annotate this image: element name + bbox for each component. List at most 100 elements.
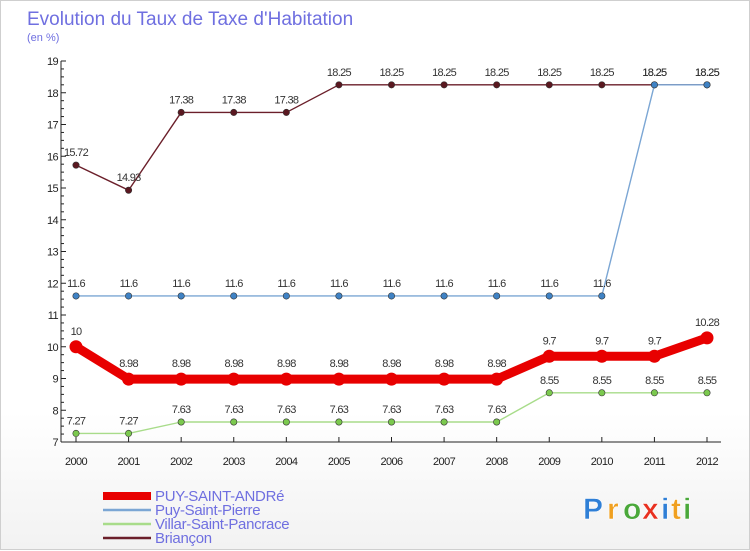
data-point xyxy=(282,418,290,426)
logo-letter: r xyxy=(607,493,620,526)
data-point xyxy=(387,418,395,426)
x-tick-label: 2009 xyxy=(538,456,561,468)
logo-letter: i xyxy=(661,493,670,526)
legend-label: PUY-SAINT-ANDRé xyxy=(155,488,284,505)
data-point xyxy=(493,418,501,426)
data-label: 10.28 xyxy=(695,317,720,329)
series-puy-saint-andre: 10 8.98 8.98 8.98 8.98 8.98 8.98 8.98 8.98 9.7 9.7… xyxy=(69,317,720,386)
data-point xyxy=(493,292,501,300)
data-label: 9.7 xyxy=(543,335,557,347)
data-point xyxy=(125,429,133,437)
data-point xyxy=(595,349,609,363)
chart-title: Evolution du Taux de Taxe d'Habitation xyxy=(27,9,353,30)
data-point xyxy=(69,340,83,354)
data-label: 8.98 xyxy=(172,358,191,370)
y-tick-label: 16 xyxy=(47,151,59,163)
y-tick-label: 17 xyxy=(47,120,59,132)
data-point xyxy=(282,292,290,300)
data-point xyxy=(125,292,133,300)
x-tick-label: 2008 xyxy=(486,456,509,468)
data-point xyxy=(122,372,136,386)
y-tick-label: 19 xyxy=(47,56,59,68)
data-point xyxy=(387,81,395,89)
data-label: 11.6 xyxy=(67,278,85,290)
data-point xyxy=(700,331,714,345)
data-point xyxy=(335,418,343,426)
x-tick-label: 2004 xyxy=(275,456,298,468)
y-tick-label: 7 xyxy=(52,437,58,449)
data-point xyxy=(282,108,290,116)
series-line xyxy=(75,84,708,297)
data-point xyxy=(72,161,80,169)
data-point xyxy=(545,81,553,89)
data-point xyxy=(227,372,241,386)
data-point xyxy=(440,292,448,300)
data-label: 8.98 xyxy=(277,358,296,370)
data-point xyxy=(72,292,80,300)
data-point xyxy=(335,81,343,89)
data-point xyxy=(279,372,293,386)
x-tick-label: 2002 xyxy=(170,456,193,468)
data-point xyxy=(650,389,658,397)
data-point xyxy=(545,389,553,397)
y-tick-label: 14 xyxy=(47,215,59,227)
y-tick-label: 18 xyxy=(47,88,59,100)
data-label: 7.63 xyxy=(330,404,349,416)
legend-label: Puy-Saint-Pierre xyxy=(155,502,260,519)
data-label: 18.25 xyxy=(695,67,720,79)
data-label: 7.63 xyxy=(487,404,506,416)
data-label: 14.93 xyxy=(117,172,142,184)
data-label: 8.98 xyxy=(487,358,506,370)
y-tick-label: 11 xyxy=(48,310,59,322)
data-point xyxy=(703,81,711,89)
data-label: 8.55 xyxy=(645,375,664,387)
data-label: 10 xyxy=(71,326,82,338)
data-label: 9.7 xyxy=(648,335,662,347)
data-point xyxy=(650,81,658,89)
data-label: 11.6 xyxy=(172,278,190,290)
data-label: 11.6 xyxy=(277,278,295,290)
legend-label: Briançon xyxy=(155,530,212,547)
data-label: 15.72 xyxy=(64,147,89,159)
x-tick-label: 2005 xyxy=(328,456,351,468)
data-point xyxy=(598,81,606,89)
data-label: 18.25 xyxy=(695,67,720,79)
data-label: 7.63 xyxy=(382,404,401,416)
data-point xyxy=(332,372,346,386)
x-tick-label: 2011 xyxy=(644,456,666,468)
data-point xyxy=(385,372,398,386)
series-villar-saint-pancrace: 7.27 7.27 7.63 7.63 7.63 7.63 7.63 7.63 7.63 8.55… xyxy=(67,375,718,437)
data-label: 11.6 xyxy=(435,278,453,290)
data-point xyxy=(335,292,343,300)
data-label: 8.55 xyxy=(540,375,559,387)
logo-letter: i xyxy=(683,493,692,526)
chart-subtitle: (en %) xyxy=(27,32,59,44)
x-tick-label: 2010 xyxy=(591,456,614,468)
data-label: 8.55 xyxy=(593,375,612,387)
data-point xyxy=(177,292,185,300)
series-briancon: 15.72 14.93 17.38 17.38 17.38 18.25 18.25 18.25… xyxy=(64,67,720,194)
series-layer: 15.72 14.93 17.38 17.38 17.38 18.25 18.25 18.25… xyxy=(64,67,720,437)
data-label: 11.6 xyxy=(330,278,348,290)
series-puy-saint-pierre: 11.6 11.6 11.6 11.6 11.6 11.6 11.6 11.6 11.6 11.6… xyxy=(67,67,720,300)
data-label: 17.38 xyxy=(274,94,299,106)
data-label: 11.6 xyxy=(120,278,138,290)
data-point xyxy=(177,108,185,116)
legend-label: Villar-Saint-Pancrace xyxy=(155,516,289,533)
y-tick-label: 15 xyxy=(47,183,59,195)
data-point xyxy=(598,292,606,300)
data-point xyxy=(437,372,451,386)
data-point xyxy=(542,349,556,363)
data-label: 18.25 xyxy=(642,67,667,79)
data-point xyxy=(647,349,661,363)
data-point xyxy=(545,292,553,300)
data-label: 17.38 xyxy=(169,94,194,106)
data-label: 8.98 xyxy=(382,358,401,370)
data-point xyxy=(230,418,238,426)
data-label: 8.98 xyxy=(330,358,349,370)
x-tick-label: 2000 xyxy=(65,456,88,468)
y-tick-label: 9 xyxy=(52,374,58,386)
y-tick-label: 10 xyxy=(47,342,59,354)
